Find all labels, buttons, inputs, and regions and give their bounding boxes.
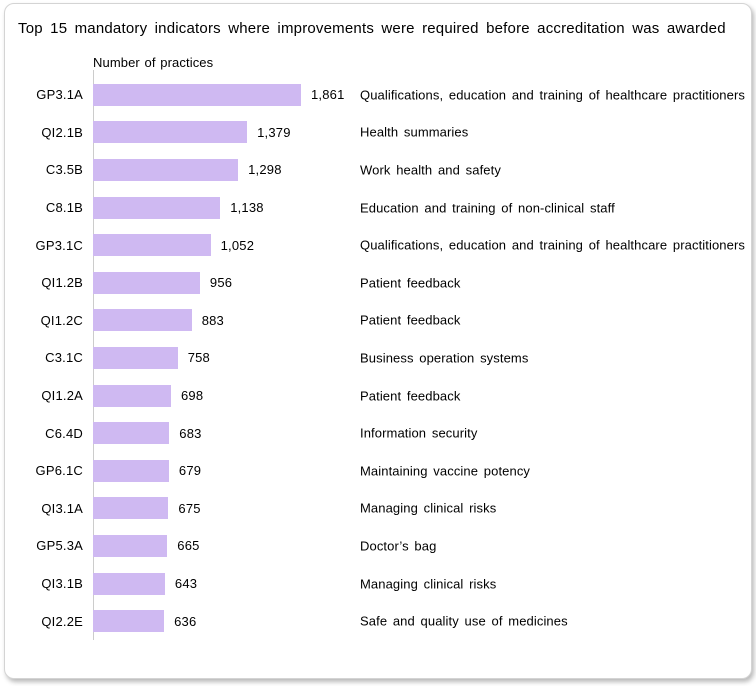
category-label: QI2.1B xyxy=(41,124,83,140)
category-label: QI1.2C xyxy=(40,312,83,328)
bar-row: QI2.2E 636 Safe and quality use of medic… xyxy=(18,602,735,640)
bar xyxy=(93,572,165,595)
bar-row: QI3.1A 675 Managing clinical risks xyxy=(18,490,735,528)
indicator-description: Qualifications, education and training o… xyxy=(360,237,745,253)
indicator-description: Health summaries xyxy=(360,124,469,140)
category-label: C6.4D xyxy=(45,425,83,441)
row-plot: 883 Patient feedback xyxy=(93,302,735,340)
value-label: 636 xyxy=(174,613,197,629)
value-label: 956 xyxy=(209,275,233,291)
bar-row: GP6.1C 679 Maintaining vaccine potency xyxy=(18,452,735,490)
indicator-description: Qualifications, education and training o… xyxy=(360,87,745,103)
category-label: QI2.2E xyxy=(41,613,83,629)
row-plot: 1,052 Qualifications, education and trai… xyxy=(93,226,745,264)
plot-area: GP3.1A 1,861 Qualifications, education a… xyxy=(18,70,745,640)
indicator-description: Education and training of non-clinical s… xyxy=(360,200,615,216)
bar xyxy=(93,610,165,633)
value-label: 1,052 xyxy=(220,237,255,253)
bar xyxy=(93,534,168,557)
indicator-description: Business operation systems xyxy=(360,350,529,366)
bar-rows: GP3.1A 1,861 Qualifications, education a… xyxy=(18,76,745,640)
category-label: GP3.1A xyxy=(36,87,83,103)
row-plot: 643 Managing clinical risks xyxy=(93,565,735,603)
bar-row: QI2.1B 1,379 Health summaries xyxy=(18,114,735,152)
indicator-description: Work health and safety xyxy=(360,162,501,178)
indicator-description: Information security xyxy=(360,425,478,441)
bar-row: C8.1B 1,138 Education and training of no… xyxy=(18,189,735,227)
row-plot: 675 Managing clinical risks xyxy=(93,490,735,528)
indicator-description: Patient feedback xyxy=(360,275,461,291)
bar-row: QI1.2C 883 Patient feedback xyxy=(18,302,735,340)
bar xyxy=(93,384,171,407)
indicator-description: Patient feedback xyxy=(360,388,461,404)
category-label: GP6.1C xyxy=(35,463,83,479)
bar xyxy=(93,234,211,257)
row-plot: 636 Safe and quality use of medicines xyxy=(93,602,735,640)
bar-chart: Number of practices GP3.1A 1,861 Qualifi… xyxy=(18,55,745,640)
bar-row: QI1.2A 698 Patient feedback xyxy=(18,377,735,415)
indicator-description: Maintaining vaccine potency xyxy=(360,463,531,479)
bar xyxy=(93,158,239,181)
indicator-description: Safe and quality use of medicines xyxy=(360,613,568,629)
row-plot: 956 Patient feedback xyxy=(93,264,735,302)
row-plot: 698 Patient feedback xyxy=(93,377,735,415)
row-plot: 1,861 Qualifications, education and trai… xyxy=(93,76,745,114)
category-label: C3.5B xyxy=(45,162,83,178)
value-label: 758 xyxy=(187,350,210,366)
bar-row: QI3.1B 643 Managing clinical risks xyxy=(18,565,735,603)
bar-row: GP3.1C 1,052 Qualifications, education a… xyxy=(18,226,745,264)
category-label: QI1.2A xyxy=(41,388,83,404)
bar xyxy=(93,121,248,144)
row-plot: 679 Maintaining vaccine potency xyxy=(93,452,735,490)
chart-card: Top 15 mandatory indicators where improv… xyxy=(4,3,752,679)
value-label: 698 xyxy=(181,388,204,404)
value-label: 1,298 xyxy=(248,162,282,178)
x-axis-title: Number of practices xyxy=(93,55,214,70)
indicator-description: Managing clinical risks xyxy=(360,576,497,592)
bar-row: C6.4D 683 Information security xyxy=(18,414,735,452)
value-label: 643 xyxy=(174,576,198,592)
bar xyxy=(93,271,200,294)
row-plot: 683 Information security xyxy=(93,414,735,452)
category-label: GP5.3A xyxy=(36,538,83,554)
value-label: 665 xyxy=(177,538,200,554)
bar xyxy=(93,309,192,332)
bar xyxy=(93,422,170,445)
bar-row: GP3.1A 1,861 Qualifications, education a… xyxy=(18,76,745,114)
bar-row: GP5.3A 665 Doctor’s bag xyxy=(18,527,735,565)
row-plot: 758 Business operation systems xyxy=(93,339,735,377)
value-label: 679 xyxy=(178,463,202,479)
bar xyxy=(93,497,169,520)
bar xyxy=(93,459,169,482)
bar-row: QI1.2B 956 Patient feedback xyxy=(18,264,735,302)
value-label: 683 xyxy=(179,425,202,441)
value-label: 883 xyxy=(201,312,224,328)
bar-row: C3.5B 1,298 Work health and safety xyxy=(18,151,735,189)
value-label: 1,861 xyxy=(311,87,345,103)
row-plot: 665 Doctor’s bag xyxy=(93,527,735,565)
chart-title: Top 15 mandatory indicators where improv… xyxy=(18,20,726,37)
category-label: C8.1B xyxy=(45,200,83,216)
row-plot: 1,379 Health summaries xyxy=(93,114,735,152)
row-plot: 1,298 Work health and safety xyxy=(93,151,735,189)
category-label: QI1.2B xyxy=(41,275,83,291)
bar-row: C3.1C 758 Business operation systems xyxy=(18,339,735,377)
bar xyxy=(93,196,221,219)
category-label: GP3.1C xyxy=(35,237,83,253)
value-label: 1,379 xyxy=(257,124,291,140)
category-label: C3.1C xyxy=(45,350,83,366)
row-plot: 1,138 Education and training of non-clin… xyxy=(93,189,735,227)
bar xyxy=(93,83,301,106)
indicator-description: Patient feedback xyxy=(360,312,461,328)
category-label: QI3.1A xyxy=(41,500,83,516)
indicator-description: Managing clinical risks xyxy=(360,500,497,516)
value-label: 675 xyxy=(178,500,201,516)
category-label: QI3.1B xyxy=(41,576,83,592)
indicator-description: Doctor’s bag xyxy=(360,538,437,554)
bar xyxy=(93,346,178,369)
value-label: 1,138 xyxy=(230,200,264,216)
